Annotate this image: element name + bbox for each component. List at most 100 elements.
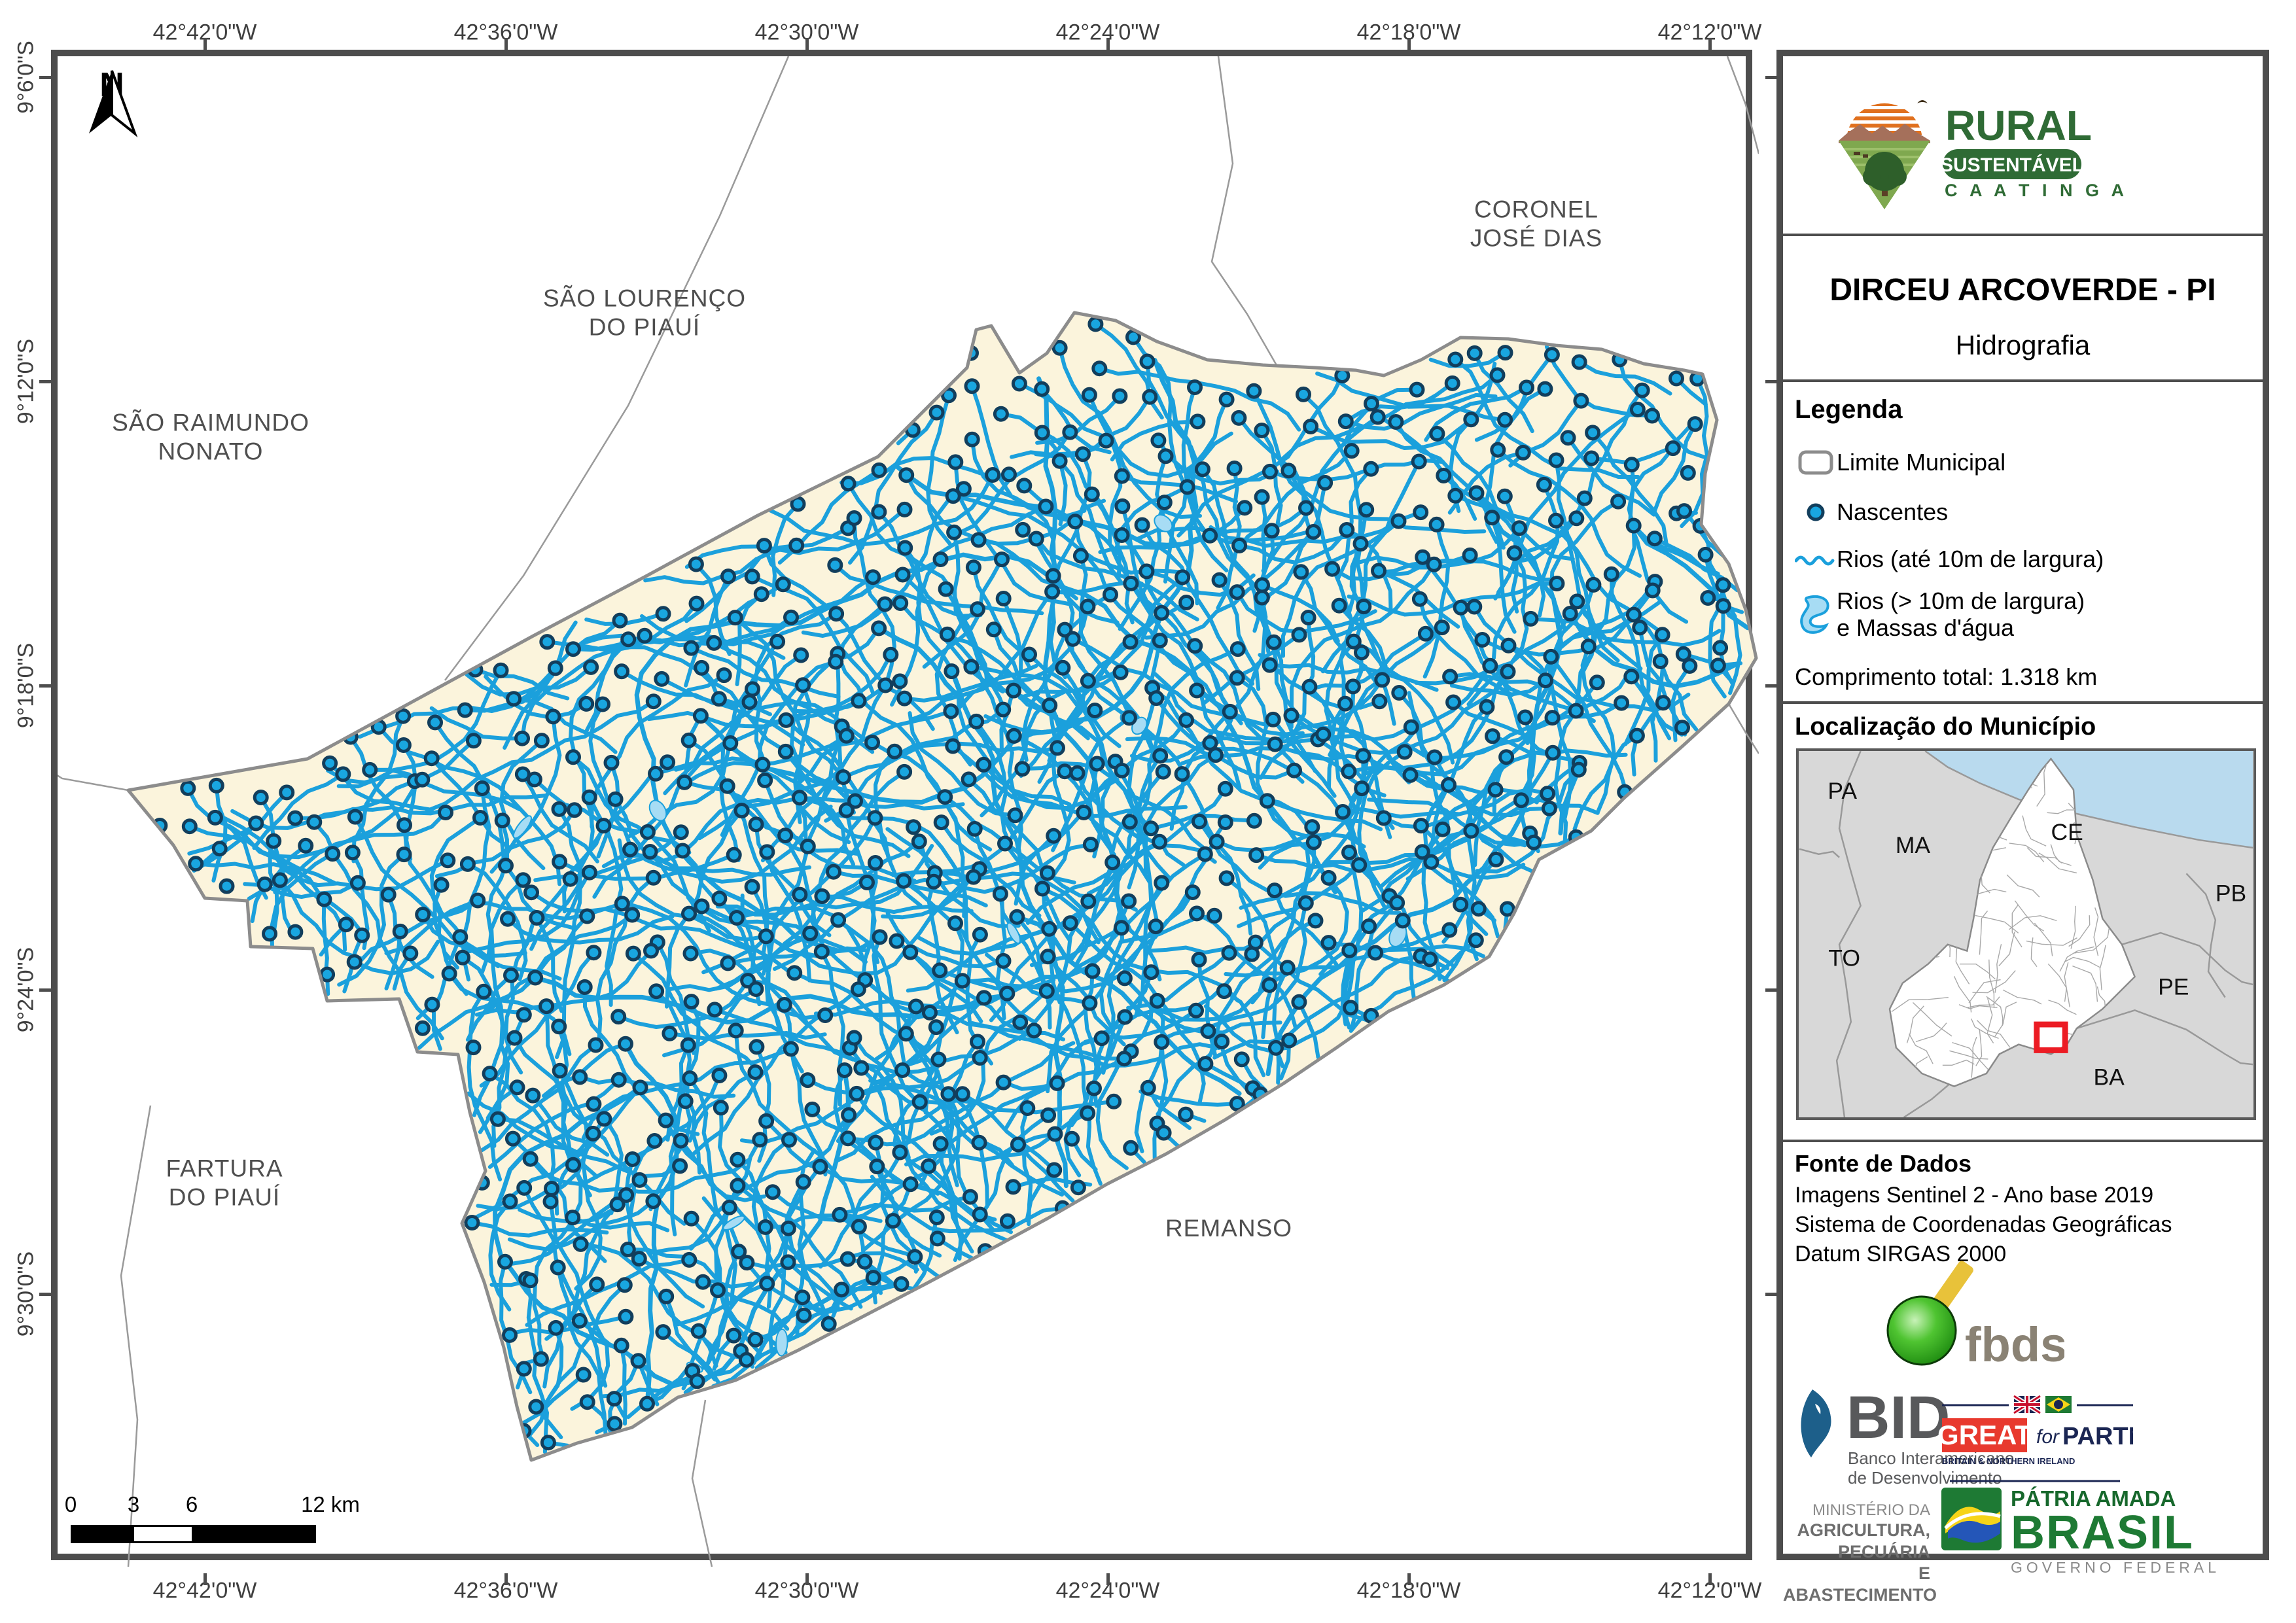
nascente-point [572,1069,588,1085]
nascente-point [970,532,987,548]
nascente-point [441,966,457,982]
river-line [1015,915,1052,1030]
nascente-point [680,732,697,748]
tick-bottom-4 [1407,1573,1411,1585]
neighbor-boundary-line [691,1399,713,1567]
nascente-point [1371,693,1388,710]
nascente-point [778,712,794,728]
nascente-point [1070,1179,1086,1196]
tick-right-3 [1765,988,1777,992]
nascente-point [539,634,556,650]
nascente-point [1428,516,1445,532]
nascente-point [1538,672,1553,689]
river-line [429,706,524,741]
nascente-point [1368,945,1383,961]
nascente-point [1343,443,1360,459]
nascente-point [1080,672,1096,689]
nascente-point [1468,932,1484,949]
nascente-point [753,586,769,602]
scale-label-3: 12 km [301,1492,360,1516]
nascente-point [933,814,949,831]
nascente-point [514,730,530,746]
nascente-point [726,846,742,863]
nascente-point [706,635,722,651]
water-body [775,1328,788,1357]
nascente-point [344,845,361,861]
nascente-point [688,556,704,572]
nascente-point [992,886,1008,902]
nascente-point [937,789,953,805]
nascente-point [1354,644,1369,661]
nascente-point [893,1276,910,1292]
tick-right-0 [1765,76,1777,79]
nascente-point [677,774,693,790]
nascente-point [1265,634,1282,650]
nascente-point [1265,711,1281,727]
nascente-point [1174,569,1191,585]
nascente-point [1200,1023,1216,1039]
nascente-point [455,949,470,966]
river-line [951,744,1188,818]
river-line [1474,353,1554,442]
river-line [904,1132,1057,1166]
nascente-point [1300,610,1316,625]
river-line [272,839,296,937]
nascente-point [1390,513,1407,529]
nascente-point [433,877,450,893]
river-line [1337,603,1396,726]
river-line [1095,1049,1133,1170]
river-line [376,725,562,886]
nascente-point [835,769,851,785]
nascente-point [1231,537,1248,553]
nascente-point [1411,453,1427,470]
nascente-point [836,1062,853,1078]
nascente-point [683,994,699,1010]
nascente-point [1040,1107,1057,1123]
river-line [1040,430,1068,527]
river-line [1280,373,1500,461]
nascente-point [694,659,710,676]
river-line [384,929,402,990]
river-line [337,852,406,987]
nascente-point [976,756,992,773]
nascente-point [939,626,955,642]
water-body [1154,514,1173,532]
river-line [529,890,757,954]
nascente-point [440,852,456,869]
nascente-point [871,462,887,478]
nascente-point [892,595,909,611]
river-line [584,1073,722,1185]
north-arrow-icon [89,70,138,138]
nascente-point [1211,572,1227,588]
nascente-point [794,1289,811,1306]
nascente-point [838,727,855,744]
river-line [918,1081,1059,1188]
nascente-point [727,610,743,626]
river-line [478,1085,520,1134]
nascente-point [1106,1093,1122,1109]
nascente-point [997,835,1013,852]
nascente-point [1488,851,1504,867]
river-line [562,824,606,914]
data-source-line-0: Imagens Sentinel 2 - Ano base 2019 [1795,1183,2154,1208]
nascente-point [1548,512,1564,529]
nascente-point [1075,446,1091,462]
river-line [1361,829,1474,913]
tick-left-3 [39,988,51,992]
nascente-point [1154,1034,1170,1050]
nascente-point [586,1096,602,1112]
nascente-point [1537,381,1553,397]
river-line [548,1199,610,1411]
river-line [1553,708,1578,845]
river-line [885,827,1093,894]
nascente-point [648,983,665,1000]
nascente-point [781,1132,797,1148]
nascente-point [482,1066,498,1082]
nascente-point [1034,381,1050,397]
tick-top-3 [1106,38,1110,50]
river-line [839,456,1011,485]
nascente-point [1268,1039,1284,1056]
nascente-point [826,864,841,880]
river-line [969,665,1122,748]
nascente-point [642,844,658,860]
